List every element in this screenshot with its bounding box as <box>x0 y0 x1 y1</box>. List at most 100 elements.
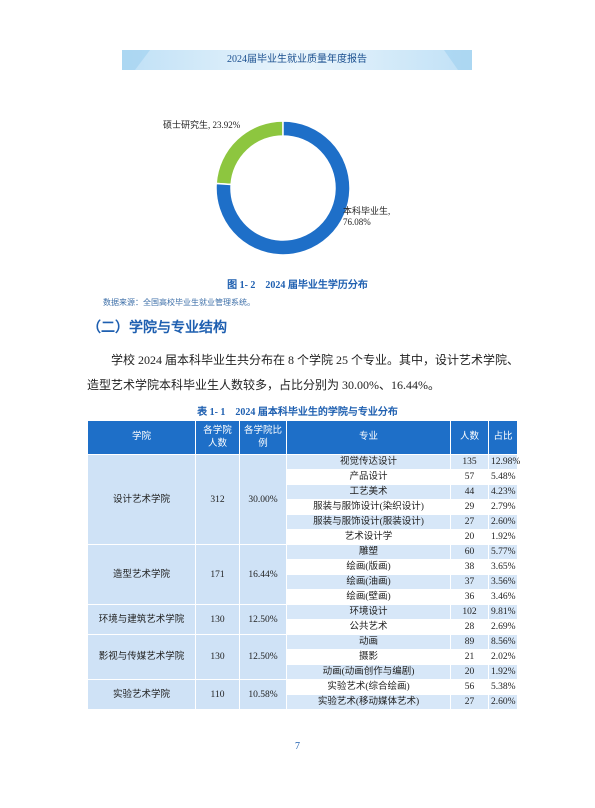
major-count: 38 <box>450 559 489 575</box>
header-cell: 各学院人数 <box>195 420 240 455</box>
table-row: 绘画(版画) 38 3.65% <box>88 559 518 575</box>
college-name: 实验艺术学院 <box>87 679 196 710</box>
major-name: 服装与服饰设计(服装设计) <box>286 514 451 530</box>
college-name: 设计艺术学院 <box>87 454 196 545</box>
college-name: 环境与建筑艺术学院 <box>87 604 196 635</box>
data-label: 本科毕业生, 76.08% <box>343 206 391 227</box>
major-name: 环境设计 <box>286 604 451 620</box>
major-name: 产品设计 <box>286 469 451 485</box>
major-count: 37 <box>450 574 489 590</box>
college-ratio: 10.58% <box>239 679 287 710</box>
major-ratio: 4.23% <box>488 484 518 500</box>
major-ratio: 2.60% <box>488 694 518 710</box>
header-cell: 各学院比例 <box>239 420 287 455</box>
major-name: 绘画(版画) <box>286 559 451 575</box>
major-ratio: 3.65% <box>488 559 518 575</box>
source-note: 数据来源：全国高校毕业生就业管理系统。 <box>103 298 255 307</box>
college-count: 130 <box>195 604 240 635</box>
section-heading: （二）学院与专业结构 <box>87 321 227 336</box>
major-name: 视觉传达设计 <box>286 454 451 470</box>
major-name: 实验艺术(综合绘画) <box>286 679 451 695</box>
college-name: 影视与传媒艺术学院 <box>87 634 196 680</box>
major-count: 36 <box>450 589 489 605</box>
donut-chart <box>215 120 351 256</box>
major-ratio: 2.60% <box>488 514 518 530</box>
college-ratio: 16.44% <box>239 544 287 605</box>
table-body: 设计艺术学院 312 30.00% 视觉传达设计 135 12.98% 产品设计 57 5.48… <box>87 454 520 710</box>
major-ratio: 1.92% <box>488 664 518 680</box>
major-count: 21 <box>450 649 489 665</box>
major-name: 摄影 <box>286 649 451 665</box>
major-count: 60 <box>450 544 489 560</box>
college-count: 312 <box>195 454 240 545</box>
donut-segment <box>215 120 351 256</box>
major-count: 27 <box>450 514 489 530</box>
college-ratio: 12.50% <box>239 634 287 680</box>
major-count: 27 <box>450 694 489 710</box>
major-name: 绘画(壁画) <box>286 589 451 605</box>
major-name: 公共艺术 <box>286 619 451 635</box>
table-row: 环境与建筑艺术学院 130 12.50% 环境设计 102 9.81% <box>87 604 518 635</box>
major-name: 动画(动画创作与编剧) <box>286 664 451 680</box>
table-row: 绘画(油画) 37 3.56% <box>88 574 518 590</box>
major-count: 44 <box>450 484 489 500</box>
major-name: 服装与服饰设计(染织设计) <box>286 499 451 515</box>
major-count: 20 <box>450 529 489 545</box>
major-name: 雕塑 <box>286 544 451 560</box>
table-row: 设计艺术学院 312 30.00% 视觉传达设计 135 12.98% <box>87 454 520 545</box>
table-row: 动画(动画创作与编剧) 20 1.92% <box>88 664 518 680</box>
table-row: 影视与传媒艺术学院 130 12.50% 动画 89 8.56% <box>87 634 518 680</box>
major-ratio: 3.56% <box>488 574 518 590</box>
major-count: 57 <box>450 469 489 485</box>
major-ratio: 2.69% <box>488 619 518 635</box>
paragraph: 学校 2024 届本科毕业生共分布在 8 个学院 25 个专业。其中，设计艺术学… <box>87 353 520 392</box>
figure-caption: 图 1- 2 2024 届毕业生学历分布 <box>227 280 368 291</box>
major-name: 动画 <box>286 634 451 650</box>
major-ratio: 3.46% <box>488 589 518 605</box>
header-cell: 人数 <box>450 420 489 455</box>
major-name: 实验艺术(移动媒体艺术) <box>286 694 451 710</box>
page-number: 7 <box>295 741 300 752</box>
major-count: 89 <box>450 634 489 650</box>
data-label: 硕士研究生, 23.92% <box>163 120 241 130</box>
table-header: 学院 各学院人数 各学院比例 专业 人数 占比 <box>87 420 518 455</box>
header-band <box>122 50 472 70</box>
college-count: 130 <box>195 634 240 680</box>
major-name: 艺术设计学 <box>286 529 451 545</box>
major-count: 29 <box>450 499 489 515</box>
major-count: 56 <box>450 679 489 695</box>
major-count: 28 <box>450 619 489 635</box>
major-ratio: 12.98% <box>488 454 520 470</box>
college-name: 造型艺术学院 <box>87 544 196 605</box>
college-count: 110 <box>195 679 240 710</box>
college-count: 171 <box>195 544 240 605</box>
header-title: 2024届毕业生就业质量年度报告 <box>227 54 367 65</box>
major-name: 绘画(油画) <box>286 574 451 590</box>
table-row: 服装与服饰设计(服装设计) 27 2.60% <box>88 514 518 530</box>
major-name: 工艺美术 <box>286 484 451 500</box>
major-ratio: 1.92% <box>488 529 518 545</box>
major-count: 20 <box>450 664 489 680</box>
major-ratio: 2.02% <box>488 649 518 665</box>
major-ratio: 5.77% <box>488 544 518 560</box>
table-caption: 表 1- 1 2024 届本科毕业生的学院与专业分布 <box>197 407 398 418</box>
major-ratio: 2.79% <box>488 499 518 515</box>
header-cell: 占比 <box>488 420 518 455</box>
major-ratio: 8.56% <box>488 634 518 650</box>
table-row: 艺术设计学 20 1.92% <box>88 529 518 545</box>
college-ratio: 30.00% <box>239 454 287 545</box>
college-ratio: 12.50% <box>239 604 287 635</box>
major-count: 135 <box>450 454 489 470</box>
header-cell: 学院 <box>87 420 196 455</box>
major-ratio: 5.38% <box>488 679 518 695</box>
table-row: 实验艺术(移动媒体艺术) 27 2.60% <box>88 694 518 710</box>
table-row: 实验艺术学院 110 10.58% 实验艺术(综合绘画) 56 5.38% <box>87 679 518 710</box>
major-count: 102 <box>450 604 489 620</box>
table-row: 产品设计 57 5.48% <box>88 469 518 485</box>
table: 学院 各学院人数 各学院比例 专业 人数 占比 设计艺术学院 312 30.00% 视觉传达设计… <box>87 420 520 710</box>
graphics <box>122 50 472 256</box>
major-ratio: 9.81% <box>488 604 518 620</box>
table-row: 造型艺术学院 171 16.44% 雕塑 60 5.77% <box>87 544 518 605</box>
header-cell: 专业 <box>286 420 451 455</box>
